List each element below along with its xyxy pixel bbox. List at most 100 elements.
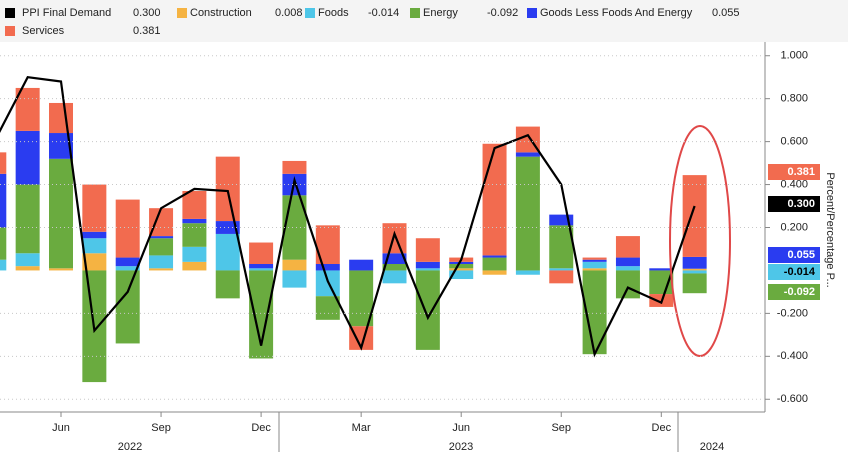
bar-segment: [549, 214, 574, 226]
bar-segment: [415, 261, 440, 269]
bar-segment: [449, 264, 474, 269]
x-tick-label: Jun: [452, 422, 470, 434]
bar-segment: [49, 268, 73, 271]
legend-swatch: [305, 8, 315, 18]
bar-segment: [449, 268, 474, 271]
y-tick-label: 0.400: [780, 178, 808, 190]
bar-segment: [282, 160, 307, 174]
legend-swatch: [5, 8, 15, 18]
value-tag-label: 0.381: [787, 166, 815, 178]
bar-segment: [615, 266, 640, 271]
bar-segment: [349, 259, 374, 271]
bar-segment: [482, 257, 507, 271]
bar-segment: [149, 236, 174, 239]
y-tick-label: -0.400: [777, 350, 808, 362]
bar-segment: [582, 268, 607, 271]
bar-segment: [449, 270, 474, 280]
legend-swatch: [5, 26, 15, 36]
bar-segment: [215, 270, 240, 299]
value-tag: [768, 196, 820, 212]
bar-segment: [415, 238, 440, 262]
bar-segment: [515, 152, 540, 157]
bar-segment: [315, 264, 340, 271]
year-label: 2023: [449, 441, 473, 453]
bar-segment: [15, 130, 40, 185]
bar-segment: [149, 268, 174, 271]
legend-swatch: [177, 8, 187, 18]
y-tick-label: 0.600: [780, 136, 808, 148]
bar-segment: [549, 268, 574, 271]
bar-segment: [115, 199, 140, 258]
plot-area: [0, 76, 707, 383]
bar-segment: [15, 266, 40, 271]
bar-segment: [482, 143, 507, 256]
bar-segment: [315, 296, 340, 320]
bar-segment: [682, 175, 707, 257]
value-tag: [768, 164, 820, 180]
bar-segment: [282, 259, 307, 271]
bar-segment: [82, 238, 107, 254]
value-tag-label: 0.300: [787, 198, 815, 210]
bar-segment: [549, 270, 574, 284]
bar-segment: [449, 261, 474, 264]
bar-segment: [215, 156, 240, 222]
legend-label: Goods Less Foods And Energy: [540, 7, 693, 19]
bar-segment: [82, 253, 107, 271]
y-tick-label: -0.200: [777, 307, 808, 319]
bar-segment: [615, 257, 640, 267]
bar-segment: [49, 158, 73, 269]
bar-segment: [15, 184, 40, 254]
legend-label: Services: [22, 25, 65, 37]
bar-segment: [415, 270, 440, 350]
legend-value: 0.055: [712, 7, 740, 19]
x-tick-label: Sep: [151, 422, 171, 434]
bar-segment: [682, 270, 707, 274]
bar-segment: [82, 184, 107, 232]
bar-segment: [0, 227, 7, 260]
bar-segment: [15, 253, 40, 267]
value-tag: [768, 264, 820, 280]
bar-segment: [82, 231, 107, 239]
bar-segment: [0, 259, 7, 271]
bar-segment: [382, 264, 407, 271]
legend-label: PPI Final Demand: [22, 7, 111, 19]
value-tag: [768, 284, 820, 300]
legend-label: Energy: [423, 7, 458, 19]
bar-segment: [482, 270, 507, 275]
bar-segment: [182, 246, 207, 262]
legend-value: 0.008: [275, 7, 303, 19]
bar-segment: [282, 270, 307, 288]
bar-segment: [582, 259, 607, 262]
legend-swatch: [410, 8, 420, 18]
line-series: [0, 76, 696, 358]
legend-value: -0.092: [487, 7, 518, 19]
bar-segment: [415, 268, 440, 271]
legend-swatch: [527, 8, 537, 18]
value-tag-label: 0.055: [787, 249, 815, 261]
value-tag: [768, 247, 820, 263]
bar-segment: [115, 270, 140, 344]
bar-segment: [115, 257, 140, 267]
y-tick-label: -0.600: [777, 393, 808, 405]
legend-value: 0.381: [133, 25, 161, 37]
bar-segment: [615, 270, 640, 299]
y-tick-label: 0.200: [780, 221, 808, 233]
x-tick-label: Jun: [52, 422, 70, 434]
bar-segment: [349, 326, 374, 350]
bar-segment: [382, 223, 407, 254]
x-tick-label: Dec: [251, 422, 271, 434]
x-tick-label: Sep: [551, 422, 571, 434]
bar-segment: [249, 268, 274, 271]
bar-segment: [382, 253, 407, 264]
bar-segment: [182, 223, 207, 247]
legend-label: Foods: [318, 7, 349, 19]
bar-segment: [682, 256, 707, 269]
bar-segment: [182, 261, 207, 271]
bar-segment: [0, 152, 7, 174]
bar-segment: [582, 257, 607, 260]
bar-segment: [682, 268, 707, 271]
bar-segment: [149, 208, 174, 237]
y-tick-label: 0.800: [780, 93, 808, 105]
legend-background: [0, 0, 848, 42]
